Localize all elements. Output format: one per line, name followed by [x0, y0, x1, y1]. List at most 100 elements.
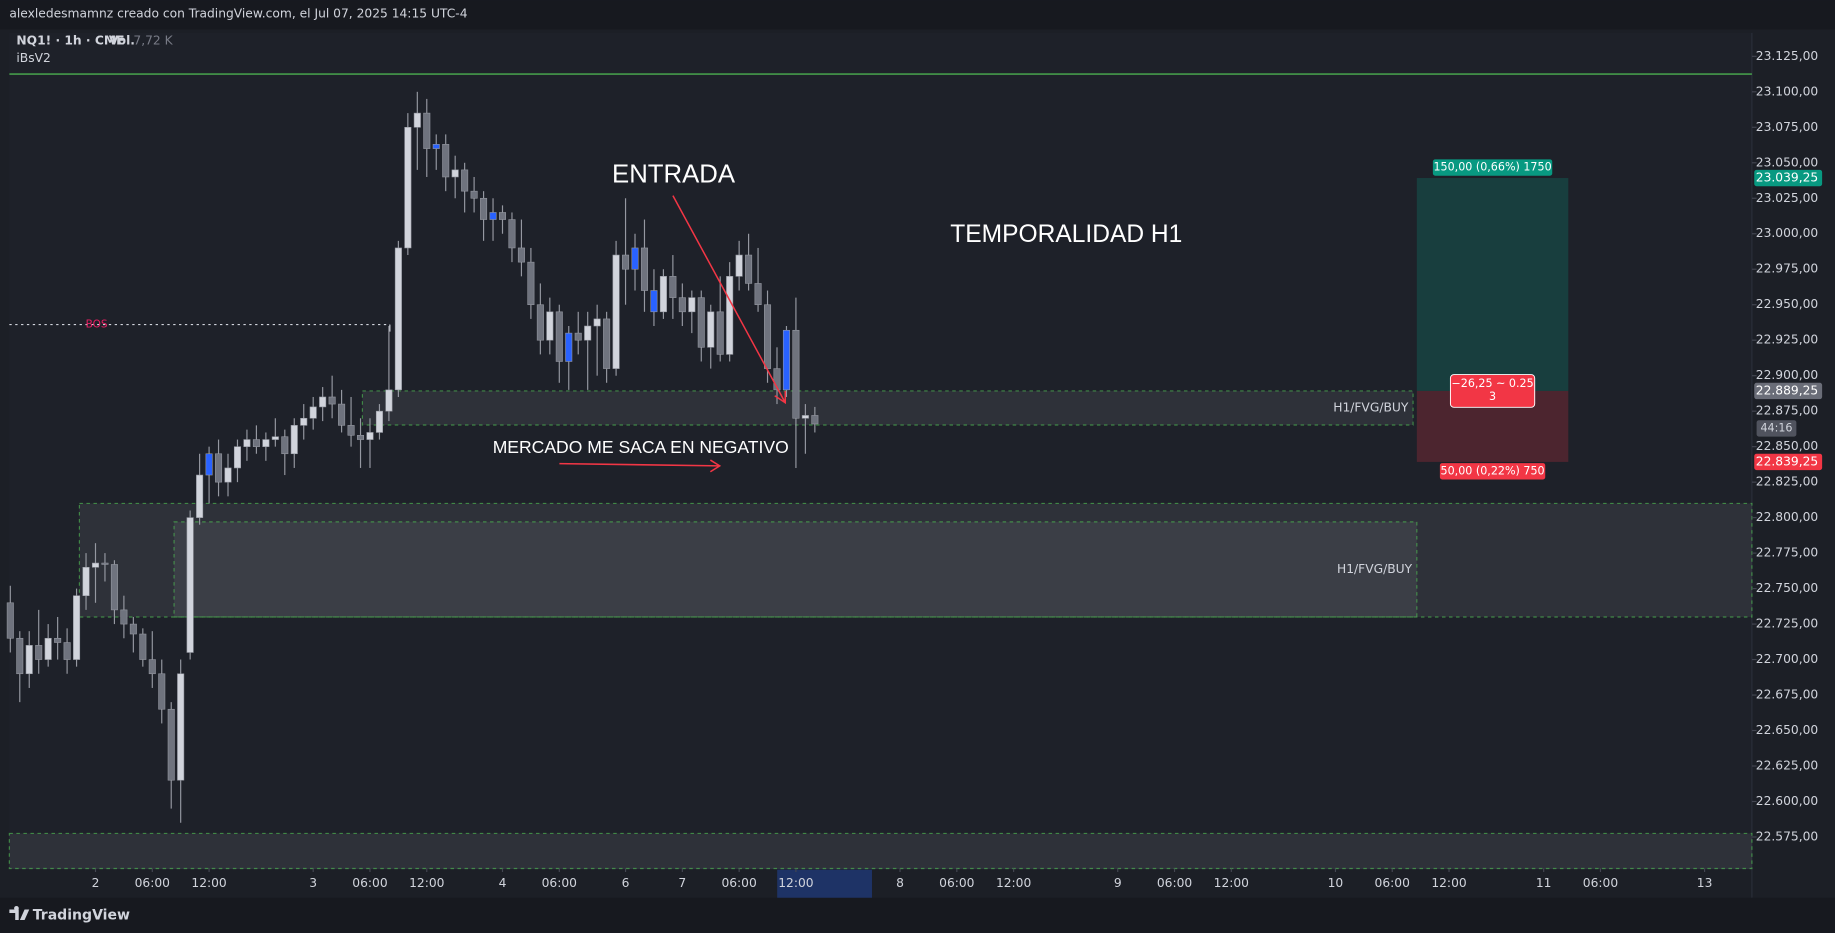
- y-tick-label: 22.800,00: [1756, 510, 1818, 524]
- candle-body: [631, 247, 639, 270]
- candle-body: [612, 254, 620, 369]
- tradingview-logo: TradingView: [9, 905, 130, 923]
- y-tick-label: 22.675,00: [1756, 688, 1818, 702]
- candle-body: [413, 112, 421, 128]
- candle-body: [129, 623, 137, 635]
- candle-body: [224, 467, 232, 483]
- legend-symbol: NQ1! · 1h · CME: [16, 34, 124, 48]
- candle-body: [262, 439, 270, 447]
- x-tick-label: 12:00: [191, 876, 226, 890]
- current-time-highlight: [777, 869, 872, 898]
- target-price-label-bg: [1754, 169, 1823, 187]
- candle-body: [678, 297, 686, 313]
- candle-body: [338, 403, 346, 426]
- top-bar: [0, 0, 1835, 30]
- x-tick-label: 7: [678, 876, 686, 890]
- candle-body: [726, 276, 734, 355]
- candle-body: [73, 595, 81, 660]
- y-tick-label: 23.125,00: [1756, 49, 1818, 63]
- y-tick-label: 22.850,00: [1756, 439, 1818, 453]
- candle-body: [574, 332, 582, 341]
- candle-body: [622, 254, 630, 270]
- candle-body: [593, 318, 601, 327]
- candle-body: [300, 417, 308, 426]
- candle-body: [243, 439, 251, 447]
- candle-body: [91, 562, 100, 568]
- legend-indicator: iBsV2: [16, 51, 50, 65]
- bos-label: BOS: [86, 319, 108, 331]
- candle-body: [735, 254, 743, 277]
- entry-label: −26,25 ~ 0.25: [1451, 377, 1533, 390]
- y-tick-label: 23.050,00: [1756, 155, 1818, 169]
- candle-body: [423, 112, 431, 149]
- position-target-area: [1416, 178, 1569, 391]
- y-tick-label: 22.625,00: [1756, 759, 1818, 773]
- candle-body: [470, 190, 478, 199]
- candle-body: [801, 415, 809, 419]
- zone-label: H1/FVG/BUY: [1337, 562, 1413, 576]
- candle-body: [461, 169, 469, 192]
- y-tick-label: 22.975,00: [1756, 262, 1818, 276]
- arrow-negative: [559, 462, 720, 467]
- x-tick-label: 06:00: [135, 876, 170, 890]
- stop-label: 50,00 (0,22%) 750: [1441, 464, 1545, 477]
- candle-body: [177, 673, 185, 781]
- candle-body: [432, 144, 440, 149]
- arrow-head: [709, 459, 722, 473]
- annotation-timeframe: TEMPORALIDAD H1: [950, 221, 1182, 248]
- candle-body: [148, 659, 156, 675]
- stop-price-label-bg: [1754, 453, 1823, 471]
- x-tick-label: 3: [309, 876, 317, 890]
- candle-body: [404, 127, 412, 249]
- candle-body: [233, 446, 241, 469]
- candle-body: [158, 673, 166, 710]
- x-tick-label: 12:00: [409, 876, 444, 890]
- candle-body: [110, 564, 118, 611]
- x-tick-label: 06:00: [542, 876, 577, 890]
- candle-body: [394, 247, 402, 391]
- y-tick-label: 22.925,00: [1756, 333, 1818, 347]
- candle-body: [508, 219, 516, 249]
- candle-body: [385, 389, 393, 412]
- fvg-zone: [8, 832, 1753, 870]
- candle-body: [773, 368, 781, 391]
- candle-body: [366, 432, 374, 440]
- candle-body: [205, 453, 213, 476]
- entry-label-bg: [1449, 374, 1536, 408]
- candle-body: [167, 708, 175, 781]
- candle-body: [498, 212, 507, 220]
- candle-body: [764, 304, 772, 369]
- candle-body: [745, 254, 753, 284]
- y-tick-label: 22.575,00: [1756, 829, 1818, 843]
- bottom-bar: [0, 897, 1835, 933]
- candle-body: [565, 332, 573, 362]
- candle-body: [555, 311, 563, 362]
- x-tick-label: 2: [92, 876, 100, 890]
- x-tick-label: 06:00: [1157, 876, 1192, 890]
- y-tick-label: 22.825,00: [1756, 475, 1818, 489]
- candle-body: [252, 439, 260, 447]
- y-tick-label: 22.600,00: [1756, 794, 1818, 808]
- x-tick-label: 4: [499, 876, 507, 890]
- candle-body: [196, 474, 204, 518]
- fvg-zone: [361, 390, 1414, 426]
- candle-body: [792, 329, 800, 419]
- arrows: [559, 195, 787, 473]
- logo-icon: [9, 905, 30, 920]
- x-tick-label: 11: [1536, 876, 1552, 890]
- candle-body: [101, 562, 109, 565]
- candle-body: [527, 261, 535, 306]
- candle-body: [697, 297, 705, 348]
- candle-body: [328, 396, 336, 405]
- candle-body: [82, 567, 90, 596]
- x-tick-label: 13: [1697, 876, 1713, 890]
- countdown: 44:16: [1760, 421, 1792, 434]
- candle-body: [347, 425, 355, 436]
- candle-body: [63, 642, 71, 660]
- y-tick-label: 22.950,00: [1756, 297, 1818, 311]
- target-label-bg: [1432, 159, 1553, 176]
- candle-body: [546, 311, 554, 341]
- candle-body: [215, 453, 223, 483]
